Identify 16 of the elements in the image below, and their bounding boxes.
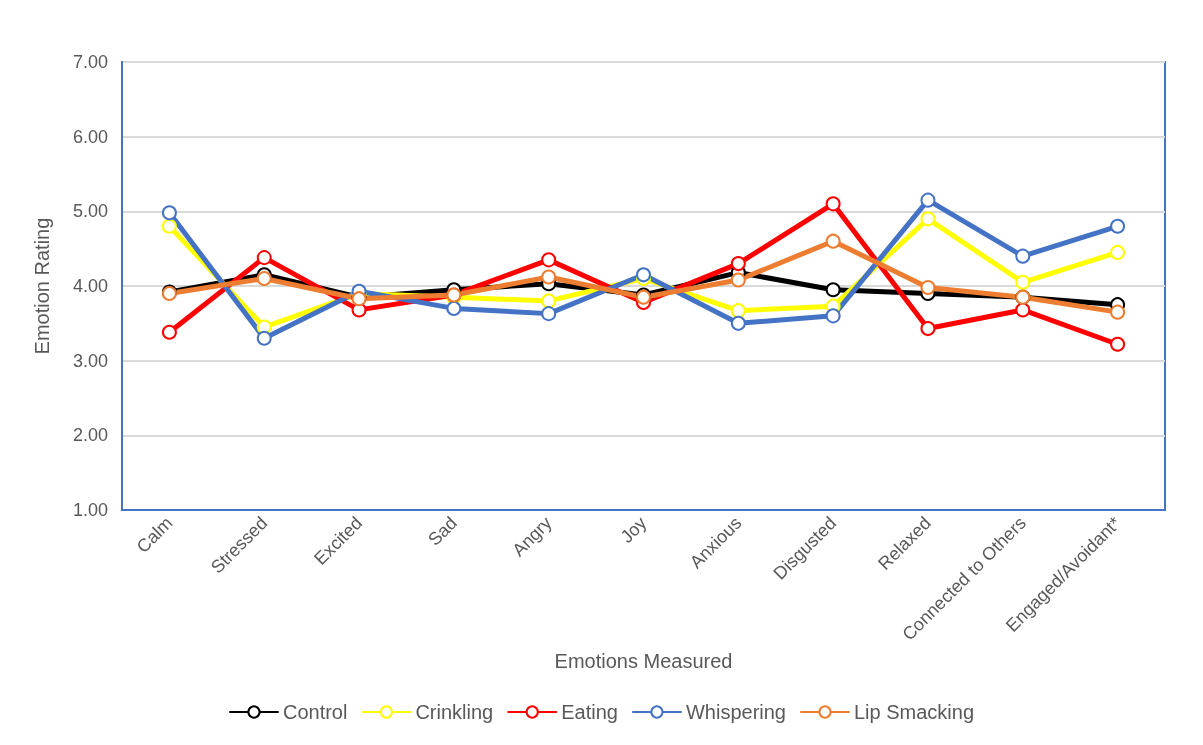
x-axis-title: Emotions Measured — [554, 649, 733, 672]
y-tick-label: 6.00 — [72, 126, 108, 147]
legend-label: Control — [282, 701, 348, 723]
x-tick-label: Joy — [616, 512, 651, 547]
legend-label: Whispering — [685, 701, 786, 723]
y-tick-label: 2.00 — [72, 425, 108, 446]
y-tick-label: 4.00 — [72, 276, 108, 296]
y-tick-label: 7.00 — [72, 52, 108, 72]
y-tick-label: 5.00 — [72, 201, 108, 222]
y-axis-title: Emotion Rating — [31, 217, 53, 355]
legend-label: Eating — [561, 701, 618, 723]
legend-label: Crinkling — [415, 701, 494, 723]
legend-label: Lip Smacking — [853, 701, 975, 723]
y-tick-label: 1.00 — [72, 500, 108, 520]
y-tick-label: 3.00 — [72, 350, 108, 371]
x-tick-label: Sad — [424, 512, 461, 550]
